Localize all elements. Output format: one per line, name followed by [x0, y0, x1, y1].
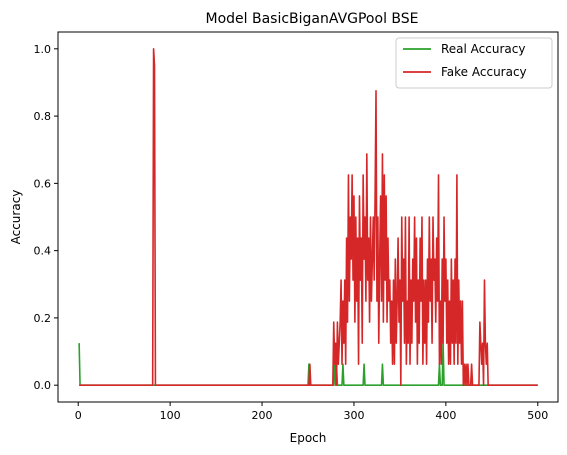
x-tick-label: 300 — [343, 409, 364, 422]
series-layer — [78, 48, 538, 386]
chart-title: Model BasicBiganAVGPool BSE — [206, 11, 419, 27]
y-axis-ticks: 0.0 0.2 0.4 0.6 0.8 1.0 — [34, 43, 58, 392]
x-tick-label: 400 — [435, 409, 456, 422]
legend-box — [395, 37, 553, 89]
y-tick-label: 0.8 — [34, 110, 52, 123]
x-axis-label: Epoch — [290, 431, 327, 445]
x-axis-ticks: 0 100 200 300 400 500 — [75, 402, 548, 422]
plot-area — [57, 31, 559, 403]
y-tick-label: 0.4 — [34, 245, 52, 258]
y-axis-label: Accuracy — [9, 190, 23, 245]
series-line-fake-accuracy — [79, 48, 538, 386]
legend-label-fake-accuracy: Fake Accuracy — [441, 65, 527, 79]
y-tick-label: 0.0 — [34, 379, 52, 392]
x-tick-label: 200 — [252, 409, 273, 422]
legend: Real Accuracy Fake Accuracy — [395, 37, 553, 89]
x-tick-label: 100 — [160, 409, 181, 422]
y-tick-label: 0.2 — [34, 312, 52, 325]
y-tick-label: 1.0 — [34, 43, 52, 56]
x-tick-label: 0 — [75, 409, 82, 422]
y-tick-label: 0.6 — [34, 177, 52, 190]
legend-label-real-accuracy: Real Accuracy — [441, 42, 525, 56]
x-tick-label: 500 — [527, 409, 548, 422]
